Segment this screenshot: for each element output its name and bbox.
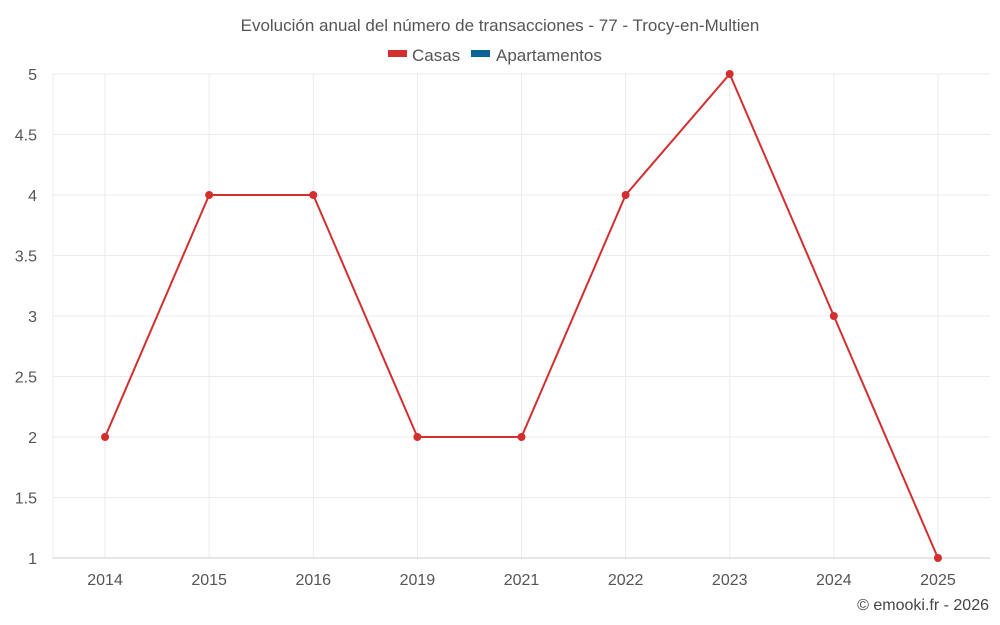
- legend-swatch-apartamentos: [471, 50, 490, 57]
- data-point[interactable]: [517, 433, 526, 441]
- y-tick-label: 5: [28, 67, 37, 84]
- x-tick-label: 2016: [295, 572, 331, 589]
- y-tick-label: 2.5: [15, 370, 37, 387]
- x-tick-label: 2015: [191, 572, 227, 589]
- legend-label-apartamentos: Apartamentos: [496, 46, 602, 65]
- data-point[interactable]: [205, 191, 214, 199]
- y-tick-label: 4: [28, 188, 37, 205]
- data-point[interactable]: [933, 554, 942, 562]
- y-tick-label: 4.5: [15, 128, 37, 145]
- x-tick-label: 2021: [504, 572, 540, 589]
- x-tick-label: 2014: [87, 572, 123, 589]
- legend-item-casas[interactable]: Casas: [388, 46, 460, 65]
- y-tick-label: 3: [28, 309, 37, 326]
- y-tick-label: 1.5: [15, 491, 37, 508]
- y-tick-label: 2: [28, 430, 37, 447]
- data-point[interactable]: [413, 433, 422, 441]
- y-tick-label: 1: [28, 551, 37, 568]
- legend-item-apartamentos[interactable]: Apartamentos: [471, 46, 602, 65]
- y-tick-label: 3.5: [15, 249, 37, 266]
- legend-swatch-casas: [388, 50, 407, 57]
- chart-title: Evolución anual del número de transaccio…: [241, 16, 760, 35]
- data-point[interactable]: [829, 312, 838, 320]
- series-casas: [101, 70, 942, 562]
- legend: Casas Apartamentos: [388, 46, 602, 65]
- x-tick-label: 2025: [920, 572, 956, 589]
- x-tick-label: 2023: [712, 572, 748, 589]
- data-point[interactable]: [309, 191, 318, 199]
- grid: [52, 73, 990, 558]
- data-point[interactable]: [101, 433, 110, 441]
- data-point[interactable]: [621, 191, 630, 199]
- data-point[interactable]: [725, 70, 734, 78]
- credit-text: © emooki.fr - 2026: [857, 597, 989, 614]
- legend-label-casas: Casas: [412, 46, 460, 65]
- x-tick-label: 2024: [816, 572, 852, 589]
- x-tick-label: 2022: [608, 572, 644, 589]
- axes: 1 1.5 2 2.5 3 3.5 4 4.5 5 2014 2015 2016 2019 2021 202…: [15, 67, 990, 589]
- x-tick-label: 2019: [400, 572, 436, 589]
